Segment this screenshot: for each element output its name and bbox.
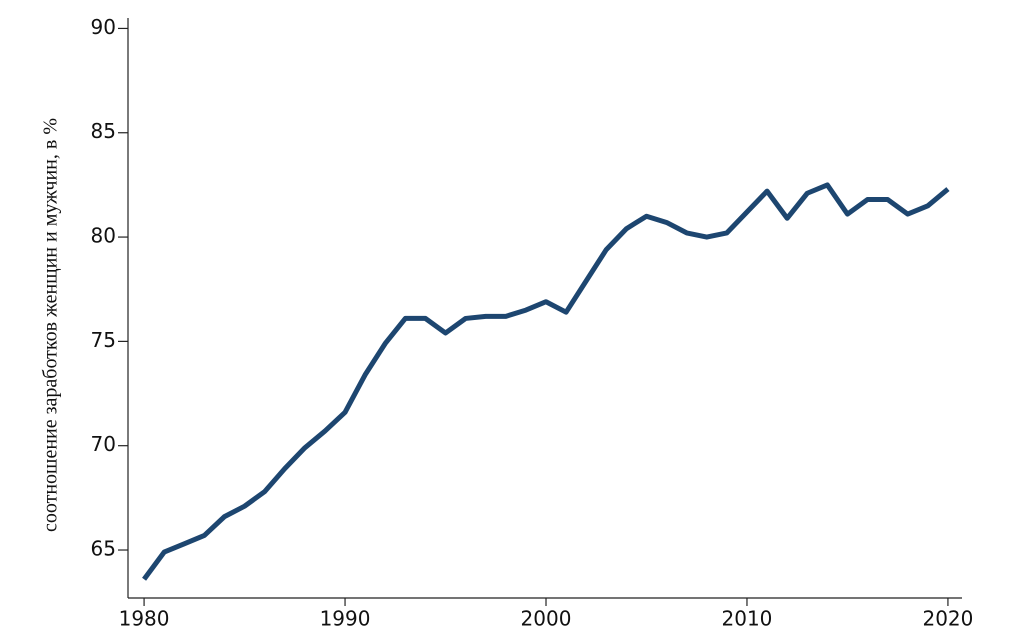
- x-tick-label: 2020: [922, 607, 973, 631]
- x-tick-label: 1980: [119, 607, 170, 631]
- y-tick-label: 80: [91, 224, 116, 248]
- y-axis-label: соотношение заработков женщин и мужчин, …: [40, 118, 62, 532]
- line: [142, 182, 950, 581]
- x-tick-label: 2010: [722, 607, 773, 631]
- y-tick-label: 85: [91, 119, 116, 143]
- x-tick-label: 2000: [521, 607, 572, 631]
- y-tick-label: 65: [91, 537, 116, 561]
- y-tick-label: 75: [91, 328, 116, 352]
- y-tick-label: 90: [91, 15, 116, 39]
- y-tick-label: 70: [91, 432, 116, 456]
- x-tick-label: 1990: [320, 607, 371, 631]
